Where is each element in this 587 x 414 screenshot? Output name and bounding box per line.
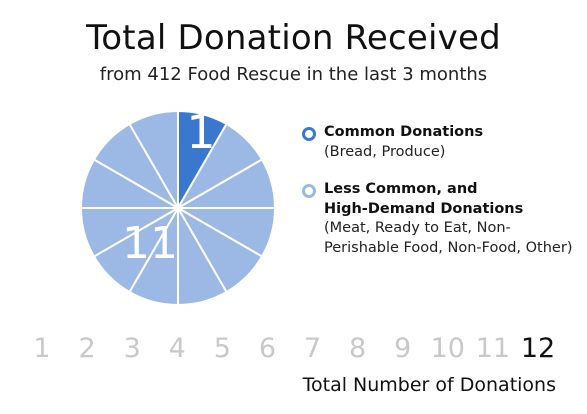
- legend-item-less-common: Less Common, and High-Demand Donations (…: [302, 180, 582, 258]
- count-scale: 1 2 3 4 5 6 7 8 9 10 11 12: [30, 333, 560, 373]
- scale-tick-12: 12: [520, 333, 556, 364]
- legend: Common Donations (Bread, Produce) Less C…: [302, 123, 582, 258]
- scale-tick-1: 1: [33, 333, 51, 364]
- scale-tick-6: 6: [258, 333, 277, 364]
- pie-chart-svg: 111: [79, 105, 277, 307]
- legend-marker-common: [302, 127, 316, 141]
- pie-chart: 1 11: [78, 105, 278, 308]
- legend-desc-common: (Bread, Produce): [324, 143, 446, 160]
- legend-name-common: Common Donations: [324, 124, 484, 140]
- scale-tick-2: 2: [78, 333, 96, 364]
- pie-slice-less-common: [128, 109, 179, 212]
- scale-tick-10: 10: [430, 333, 465, 364]
- chart-subtitle: from 412 Food Rescue in the last 3 month…: [99, 64, 488, 85]
- legend-marker-less-common: [302, 184, 316, 198]
- pie-slice-label-less-common: 11: [122, 218, 178, 269]
- scale-tick-8: 8: [349, 333, 367, 364]
- scale-tick-7: 7: [303, 333, 322, 364]
- pie-slice-label-common: 1: [186, 105, 215, 159]
- legend-desc-less-common: (Meat, Ready to Eat, Non-Perishable Food…: [324, 220, 573, 256]
- scale-tick-3: 3: [123, 333, 141, 364]
- chart-title: Total Donation Received: [86, 18, 501, 58]
- scale-tick-11: 11: [475, 333, 511, 364]
- scale-tick-5: 5: [213, 333, 231, 364]
- legend-name-less-common: Less Common, and High-Demand Donations: [324, 181, 524, 217]
- scale-label: Total Number of Donations: [302, 374, 556, 396]
- scale-tick-9: 9: [394, 333, 412, 364]
- legend-item-common: Common Donations (Bread, Produce): [302, 123, 582, 162]
- scale-tick-4: 4: [168, 333, 186, 364]
